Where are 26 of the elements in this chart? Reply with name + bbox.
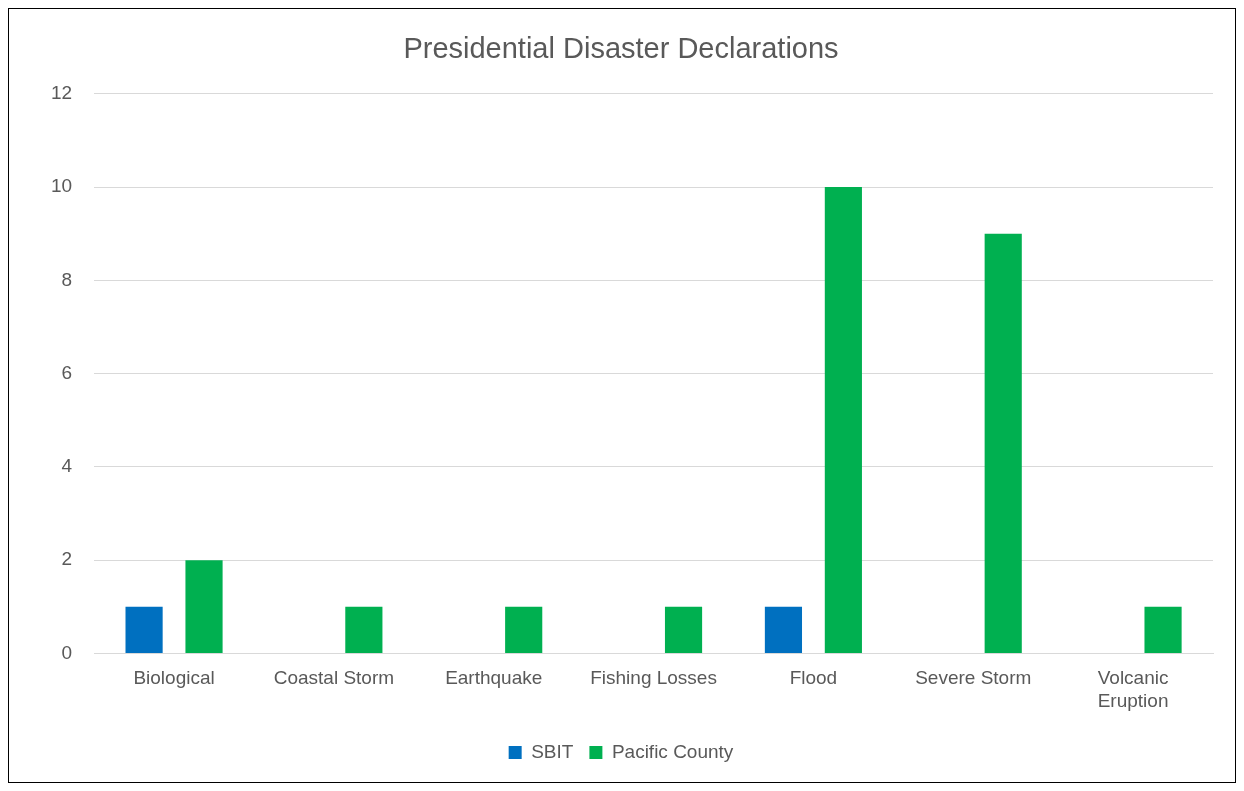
bar [185,560,223,653]
x-tick-label: Volcanic Eruption [1097,667,1169,711]
legend-label: Pacific County [611,740,734,762]
x-tick-label: Biological [133,667,215,689]
y-tick-label: 2 [61,548,73,570]
y-tick-label: 10 [50,175,73,197]
bar [345,606,383,653]
legend-label: SBIT [531,740,574,762]
bar [505,606,543,653]
chart-title: Presidential Disaster Declarations [403,32,839,65]
y-tick-label: 0 [61,641,73,663]
x-tick-label: Flood [789,667,838,689]
y-tick-label: 8 [61,268,73,290]
x-tick-label: Earthquake [445,667,543,689]
bar [125,606,163,653]
y-tick-label: 4 [61,455,73,477]
bar [1144,606,1182,653]
bar [984,233,1022,653]
bar [824,187,862,653]
x-tick-label: Coastal Storm [273,667,395,689]
y-tick-label: 6 [61,361,73,383]
x-tick-label: Fishing Losses [590,667,717,689]
bar [664,606,703,653]
x-tick-label: Severe Storm [915,667,1032,689]
bar [764,606,803,653]
y-tick-label: 12 [50,82,73,104]
